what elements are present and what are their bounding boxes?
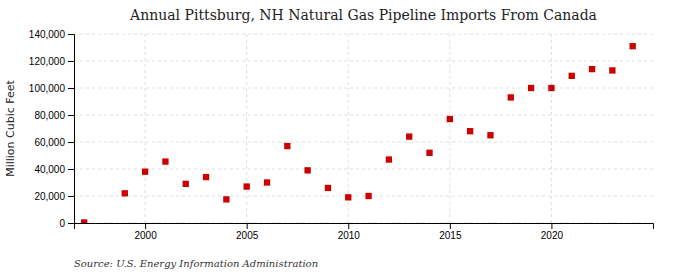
tick-label: 120,000 xyxy=(29,56,66,67)
point xyxy=(467,128,473,134)
tick: 80,000 xyxy=(34,110,74,121)
tick-mark xyxy=(68,115,74,116)
grid-line xyxy=(74,142,653,143)
tick-mark xyxy=(348,223,349,229)
tick: 2005 xyxy=(236,223,259,241)
point xyxy=(223,196,229,202)
point xyxy=(183,181,189,187)
axis-line xyxy=(68,35,75,224)
point xyxy=(365,193,371,199)
tick-label: 140,000 xyxy=(29,29,66,40)
y-axis: 0 20,000 40,000 60,000 80,000 100,000 120,000 1… xyxy=(29,29,75,229)
point xyxy=(325,185,331,191)
tick-mark xyxy=(551,223,552,229)
tick: 20,000 xyxy=(34,191,74,202)
tick: 60,000 xyxy=(34,137,74,148)
plot: 2000 2005 2010 2015 2020 0 20,000 40,000 60,000 8… xyxy=(29,29,654,241)
point xyxy=(589,66,595,72)
grid-line xyxy=(145,34,146,223)
point xyxy=(81,219,87,223)
tick-mark xyxy=(145,223,146,229)
annotation: Source: U.S. Energy Information Administ… xyxy=(74,258,318,269)
tick-mark xyxy=(68,88,74,89)
point xyxy=(122,190,128,196)
point xyxy=(162,158,168,164)
axis-line xyxy=(75,224,654,230)
point xyxy=(609,67,615,73)
point xyxy=(304,167,310,173)
tick-mark xyxy=(68,223,74,224)
tick-mark xyxy=(68,142,74,143)
tick: 40,000 xyxy=(34,164,74,175)
tick: 0 xyxy=(59,218,74,229)
point xyxy=(244,183,250,189)
tick-label: 0 xyxy=(59,218,65,229)
point xyxy=(203,174,209,180)
tick: 120,000 xyxy=(29,56,74,67)
tick-mark xyxy=(450,223,451,229)
grid-line xyxy=(74,88,653,89)
points xyxy=(81,43,636,223)
tick-label: 40,000 xyxy=(34,164,65,175)
tick-label: 2020 xyxy=(541,230,564,241)
tick-label: 60,000 xyxy=(34,137,65,148)
tick-label: 2015 xyxy=(439,230,462,241)
tick-label: 20,000 xyxy=(34,191,65,202)
point xyxy=(426,150,432,156)
tick: 140,000 xyxy=(29,29,74,40)
grid-line xyxy=(246,34,247,223)
point xyxy=(630,43,636,49)
chart: 2000 2005 2010 2015 2020 0 20,000 40,000 60,000 8… xyxy=(0,0,675,275)
grid xyxy=(74,34,653,223)
grid-line xyxy=(74,34,653,35)
tick-mark xyxy=(68,169,74,170)
grid-line xyxy=(449,34,450,223)
tick-label: 80,000 xyxy=(34,110,65,121)
point xyxy=(142,169,148,175)
y-axis-title: Million Cubic Feet xyxy=(4,79,17,176)
tick: 2015 xyxy=(439,223,462,241)
point xyxy=(284,143,290,149)
x-axis: 2000 2005 2010 2015 2020 xyxy=(75,223,654,241)
point xyxy=(264,179,270,185)
point xyxy=(345,194,351,200)
tick: 2010 xyxy=(338,223,361,241)
tick: 2020 xyxy=(541,223,564,241)
grid-line xyxy=(74,61,653,62)
point xyxy=(406,133,412,139)
tick-mark xyxy=(68,61,74,62)
point xyxy=(508,94,514,100)
point xyxy=(386,156,392,162)
tick-mark xyxy=(68,34,74,35)
grid-line xyxy=(74,169,653,170)
title: Annual Pittsburg, NH Natural Gas Pipelin… xyxy=(129,7,597,23)
grid-line xyxy=(551,34,552,223)
tick-label: 2000 xyxy=(134,230,157,241)
tick-mark xyxy=(247,223,248,229)
tick-label: 2005 xyxy=(236,230,259,241)
point xyxy=(447,116,453,122)
grid-line xyxy=(74,115,653,116)
grid-line xyxy=(74,196,653,197)
point xyxy=(548,85,554,91)
tick: 2000 xyxy=(134,223,157,241)
point xyxy=(528,85,534,91)
tick: 100,000 xyxy=(29,83,74,94)
point xyxy=(569,73,575,79)
point xyxy=(487,132,493,138)
tick-label: 2010 xyxy=(338,230,361,241)
tick-mark xyxy=(68,196,74,197)
tick-label: 100,000 xyxy=(29,83,66,94)
